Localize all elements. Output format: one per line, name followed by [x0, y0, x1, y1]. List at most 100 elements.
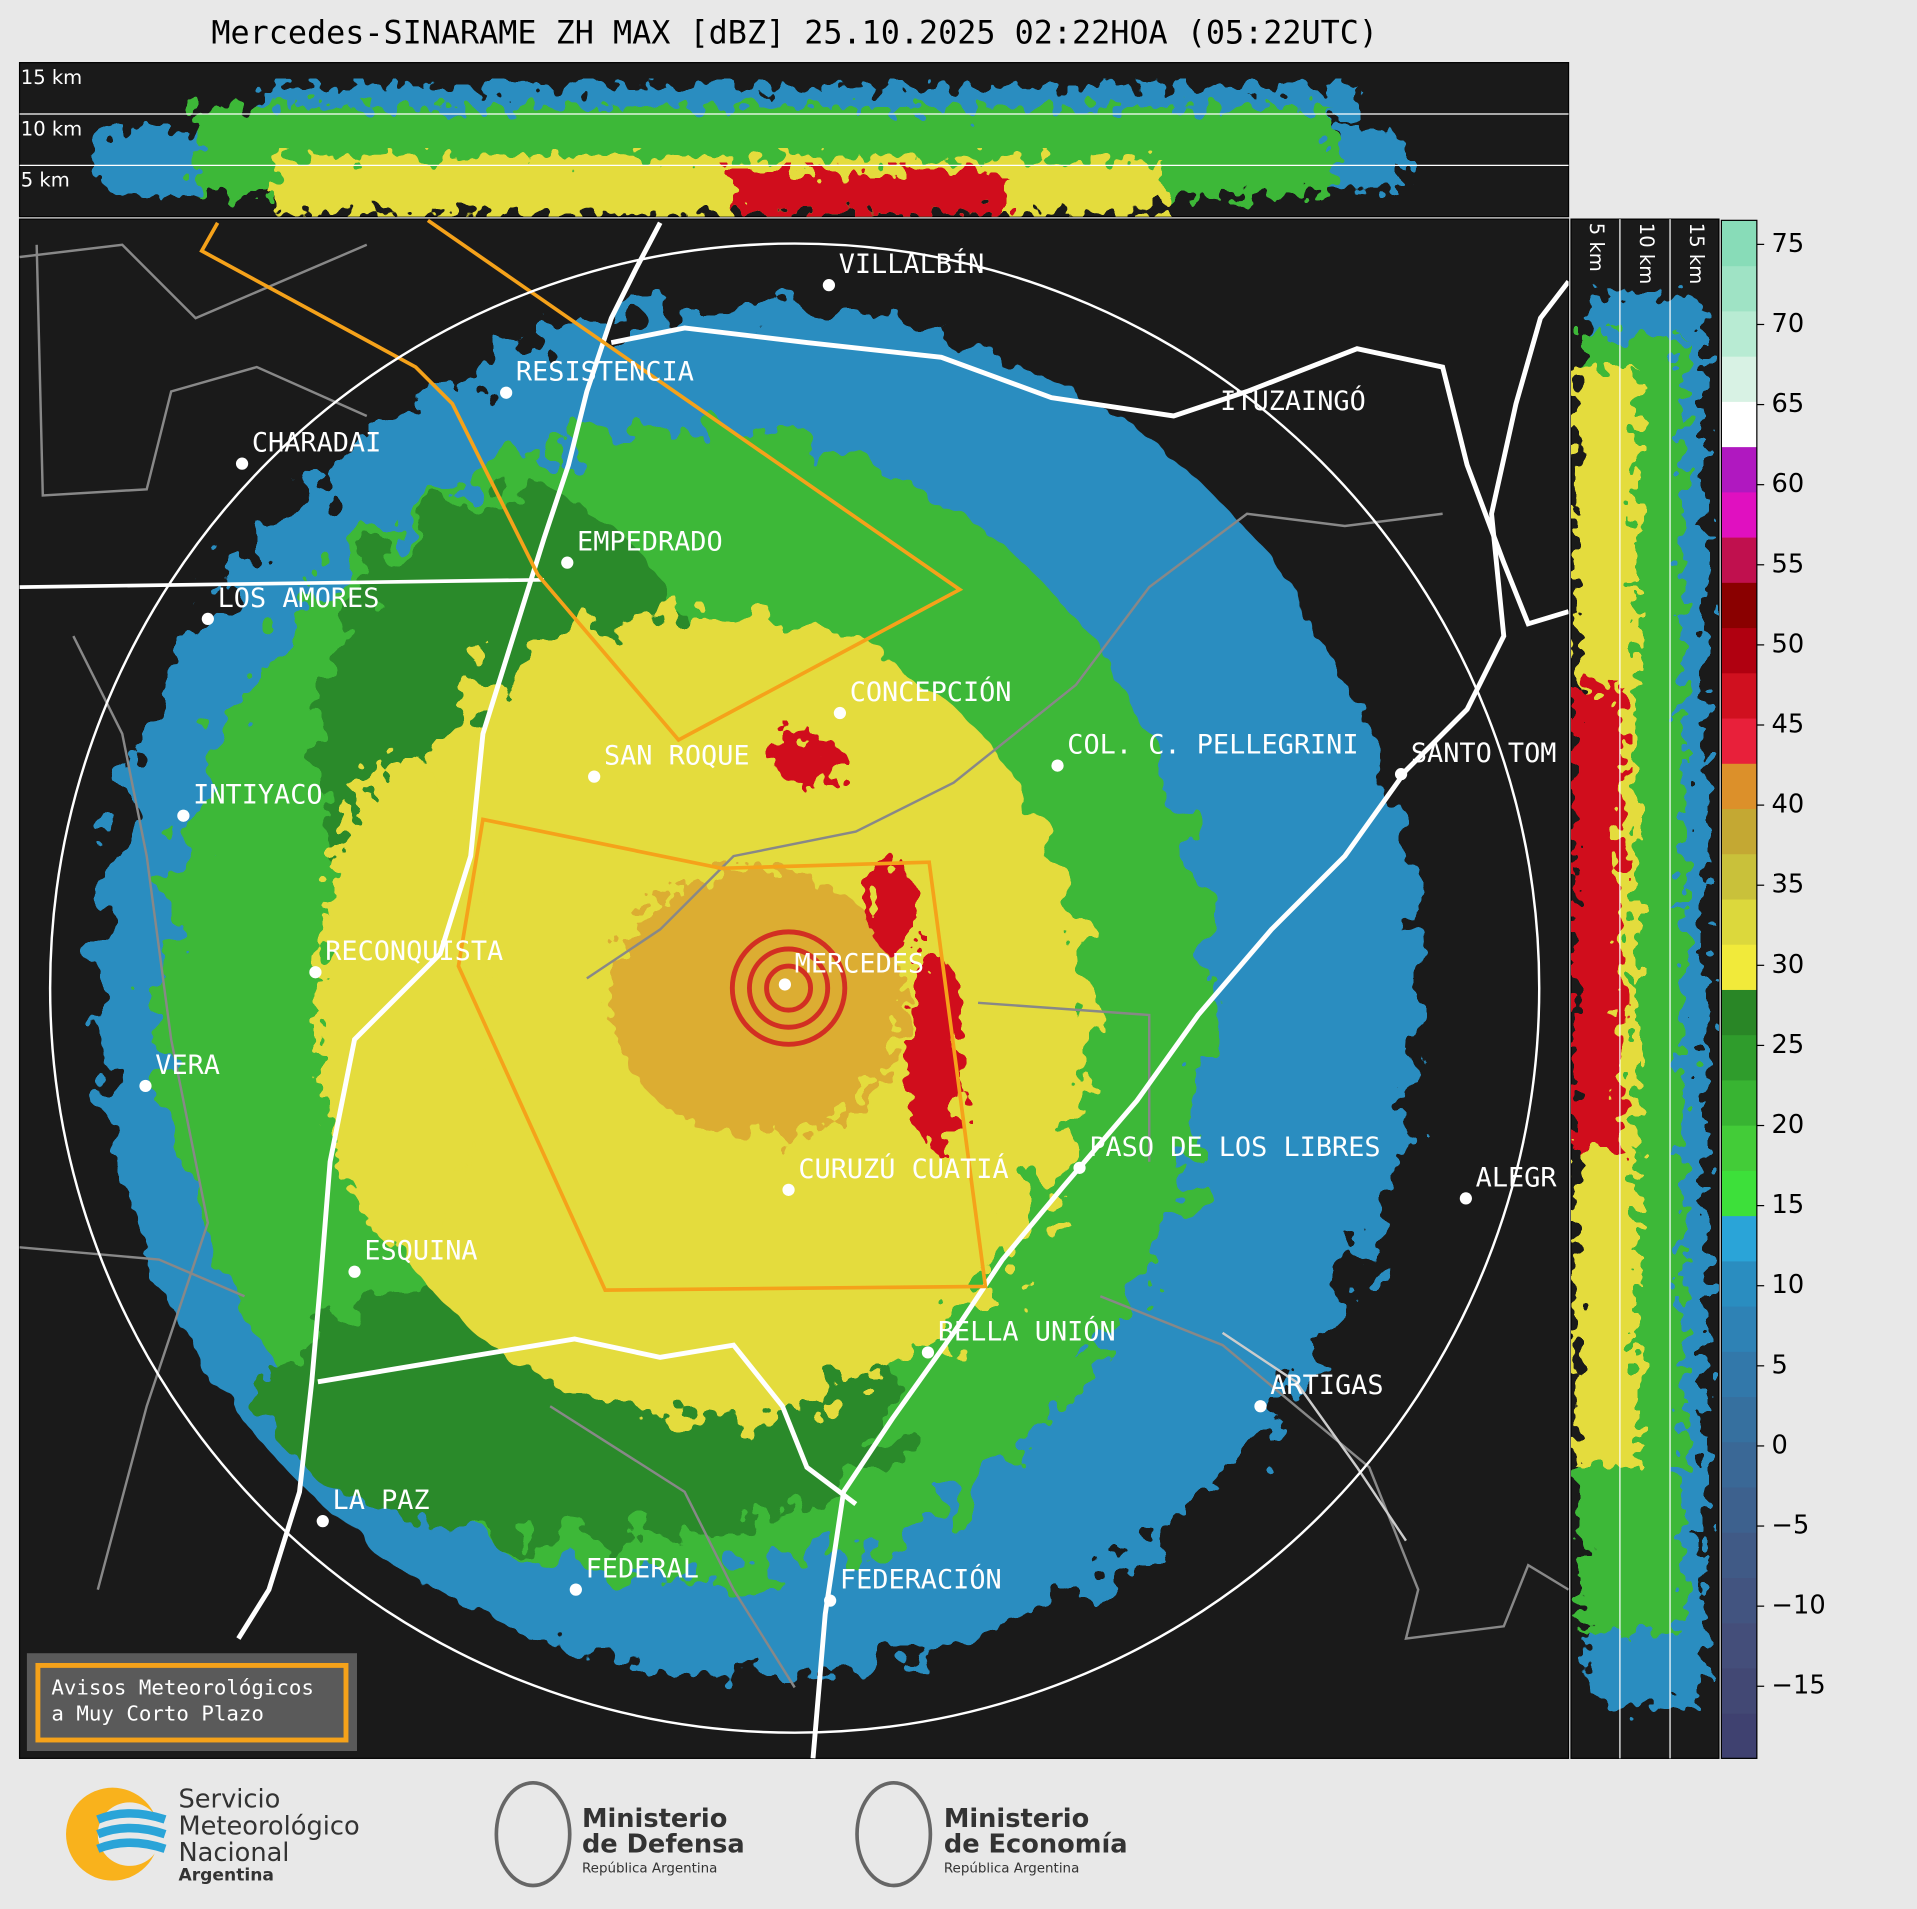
height-label: 10 km — [21, 117, 82, 140]
colorbar-band — [1721, 1170, 1757, 1217]
places: VILLALBÍN RESISTENCIA CHARADAI ITUZAINGÓ EMP… — [139, 248, 1557, 1607]
warning-text[interactable]: Avisos Meteorológicos — [51, 1676, 314, 1700]
place-label: MERCEDES — [795, 948, 924, 979]
place-label: ITUZAINGÓ — [1220, 385, 1366, 417]
height-label: 5 km — [1585, 223, 1608, 272]
path — [19, 243, 1569, 1689]
colorbar-band — [1721, 763, 1757, 810]
colorbar-band — [1721, 1125, 1757, 1171]
place-dot — [1459, 1192, 1472, 1205]
place-dot — [588, 770, 601, 783]
logo-seal — [855, 1780, 933, 1888]
colorbar-band — [1721, 717, 1757, 764]
echo-red — [868, 856, 917, 954]
colorbar-band — [1721, 1577, 1757, 1624]
place-label: VERA — [155, 1050, 220, 1081]
warning-text[interactable]: a Muy Corto Plazo — [51, 1701, 264, 1725]
circle — [729, 929, 848, 1047]
colorbar-tick-label: 0 — [1772, 1430, 1788, 1460]
colorbar-band — [1721, 582, 1757, 629]
logo-subtitle: República Argentina — [944, 1860, 1079, 1876]
place-dot — [822, 279, 836, 292]
colorbar-band — [1721, 446, 1757, 493]
height-label: 15 km — [21, 66, 82, 89]
place-dot — [309, 966, 322, 979]
colorbar-frame — [1720, 219, 1758, 1759]
colorbar-band — [1721, 1215, 1757, 1262]
colorbar-tick-label: 65 — [1772, 389, 1805, 419]
place-label: RESISTENCIA — [516, 357, 694, 388]
echo-red — [1573, 684, 1623, 1150]
colorbar-band — [1721, 1622, 1757, 1669]
place-label: LOS AMORES — [218, 583, 380, 614]
warning-box-border — [35, 1662, 349, 1743]
place-dot — [569, 1583, 582, 1596]
height-label: 10 km — [1635, 223, 1658, 284]
place-dot — [316, 1515, 329, 1528]
colorbar-band — [1721, 853, 1757, 900]
logo-text: Ministerio — [944, 1804, 1089, 1834]
colorbar-band — [1721, 808, 1757, 855]
colorbar-tick-label: 40 — [1772, 790, 1805, 820]
place-label: ARTIGAS — [1270, 1370, 1383, 1401]
logo-text: Meteorológico — [178, 1811, 359, 1841]
place-dot — [824, 1594, 837, 1607]
colorbar-tick-label: 30 — [1772, 950, 1805, 980]
colorbar-band — [1721, 1532, 1757, 1579]
place-label: RECONQUISTA — [325, 936, 503, 967]
echo-red — [772, 731, 842, 786]
place-label: CURUZÚ CUATIÁ — [798, 1153, 1008, 1185]
colorbar-band — [1721, 310, 1757, 357]
place-dot — [1394, 768, 1408, 781]
colorbar-tick-label: 20 — [1772, 1110, 1805, 1140]
place-dot — [348, 1265, 361, 1278]
colorbar-band — [1721, 672, 1757, 719]
colorbar-tick-label: 75 — [1772, 229, 1805, 259]
colorbar-tick-label: −5 — [1772, 1511, 1810, 1541]
place-label: FEDERAL — [586, 1554, 699, 1585]
colorbar-tick-label: 15 — [1772, 1190, 1805, 1220]
echo-yellow — [317, 758, 490, 1248]
place-dot — [561, 556, 574, 569]
colorbar-band — [1721, 491, 1757, 538]
colorbar-band — [1721, 1713, 1757, 1759]
place-label: SANTO TOM — [1411, 738, 1557, 769]
colorbar-tick-label: 35 — [1772, 870, 1805, 900]
circle — [764, 963, 814, 1013]
place-dot — [921, 1346, 935, 1359]
place-dot — [177, 809, 190, 822]
range-ring — [48, 242, 1541, 1734]
place-label: ESQUINA — [364, 1236, 477, 1267]
logo-seal — [494, 1780, 572, 1888]
colorbar-band — [1721, 536, 1757, 583]
rivers — [19, 221, 1569, 1759]
place-label: ALEGR — [1476, 1162, 1558, 1193]
height-label: 5 km — [21, 169, 70, 192]
place-dot — [500, 386, 513, 399]
cross-section-echo — [95, 85, 1406, 215]
colorbar-band — [1721, 898, 1757, 945]
place-dot — [1254, 1400, 1267, 1413]
colorbar-tick-label: −10 — [1772, 1591, 1826, 1621]
colorbar-tick-label: 5 — [1772, 1350, 1788, 1380]
colorbar-tick-label: −15 — [1772, 1671, 1826, 1701]
colorbar-band — [1721, 944, 1757, 990]
colorbar-band — [1721, 1305, 1757, 1352]
warning-box — [26, 1653, 357, 1752]
border — [1221, 1331, 1407, 1542]
place-label: COL. C. PELLEGRINI — [1067, 730, 1358, 761]
colorbar-band — [1721, 1034, 1757, 1081]
path — [610, 325, 1569, 627]
logo-defensa: Ministerio de Defensa República Argentin… — [494, 1780, 745, 1888]
place-label: VILLALBÍN — [839, 248, 985, 280]
colorbar-band — [1721, 1441, 1757, 1488]
place-dot — [1051, 759, 1064, 772]
colorbar-tick-label: 10 — [1772, 1270, 1805, 1300]
logo-economia: Ministerio de Economía República Argenti… — [855, 1780, 1128, 1888]
place-label: LA PAZ — [333, 1485, 430, 1516]
echo-red — [733, 171, 1003, 215]
height-label: 15 km — [1685, 223, 1708, 284]
path — [199, 219, 964, 743]
colorbar-tick-label: 25 — [1772, 1030, 1805, 1060]
colorbar-tick-label: 70 — [1772, 309, 1805, 339]
